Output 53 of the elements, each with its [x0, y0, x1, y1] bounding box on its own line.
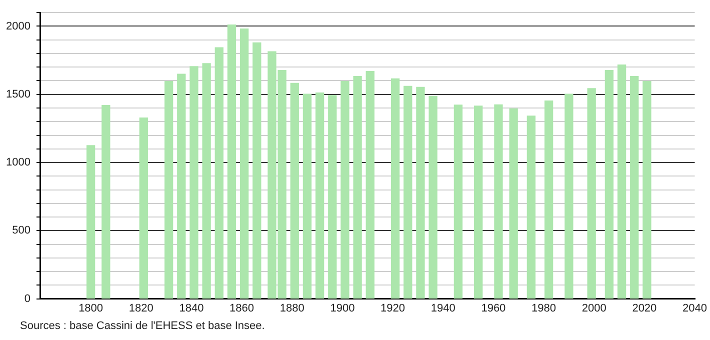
x-tick-label: 1980 [532, 302, 556, 314]
bar [164, 80, 174, 299]
bar [102, 104, 110, 299]
bar [494, 104, 503, 299]
x-tick-label: 1820 [128, 302, 154, 314]
bar [302, 94, 312, 299]
bar [509, 108, 518, 299]
bar [404, 86, 412, 299]
x-tick-label: 2020 [632, 302, 657, 314]
bar [240, 28, 249, 299]
bar [290, 82, 299, 299]
bar [454, 104, 463, 299]
x-tick-label: 2000 [582, 302, 606, 314]
x-tick-label: 1800 [78, 302, 104, 314]
bar [416, 86, 425, 299]
bar [642, 80, 652, 299]
bar [340, 80, 350, 299]
bar [604, 70, 614, 299]
bar [428, 96, 438, 299]
x-tick-label: 1860 [230, 302, 254, 314]
x-tick-label: 2040 [682, 302, 708, 314]
bar [544, 100, 554, 299]
x-tick-label: 1920 [380, 302, 406, 314]
x-tick-label: 1960 [481, 302, 506, 314]
y-tick-label: 1000 [6, 156, 30, 169]
bar [366, 71, 374, 299]
bar [630, 76, 639, 299]
bar [177, 74, 186, 299]
bar [227, 24, 236, 299]
bar [139, 117, 148, 299]
y-tick-label: 1500 [6, 88, 30, 100]
x-tick-label: 1880 [280, 302, 304, 314]
bar [474, 106, 483, 299]
bar [564, 94, 574, 299]
y-tick-label: 500 [12, 224, 30, 237]
x-tick-label: 1940 [430, 302, 456, 314]
bar [353, 76, 362, 299]
bar [190, 66, 198, 299]
x-tick-label: 1900 [330, 302, 355, 314]
bar [202, 63, 211, 299]
y-tick-label: 0 [24, 292, 30, 305]
x-tick-label: 1840 [179, 302, 204, 314]
bar [390, 78, 400, 299]
bar [587, 88, 596, 299]
bar [214, 47, 224, 299]
bar [328, 95, 337, 299]
bar [252, 42, 262, 299]
bar [315, 92, 324, 299]
source-note: Sources : base Cassini de l'EHESS et base Insee. [20, 320, 265, 332]
y-tick-label: 2000 [6, 20, 30, 32]
bar [526, 116, 536, 299]
bar [86, 145, 96, 299]
bar [617, 64, 626, 299]
